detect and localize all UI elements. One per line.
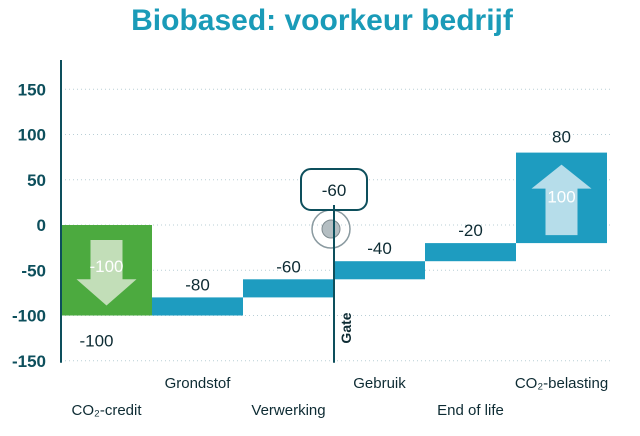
y-tick-label: -150 bbox=[12, 352, 46, 371]
bar bbox=[243, 279, 334, 298]
bar-value-label: -80 bbox=[185, 275, 210, 294]
bar bbox=[425, 243, 516, 262]
bars-layer bbox=[61, 152, 607, 316]
bar-value-label: -60 bbox=[276, 257, 301, 276]
bar bbox=[152, 297, 243, 316]
bar-value-label: -40 bbox=[367, 239, 392, 258]
bar-value-label: 80 bbox=[552, 128, 571, 147]
axis-layer: 150 100 50 0 -50 -100 -150 bbox=[12, 60, 335, 371]
gate-label: Gate bbox=[338, 312, 354, 343]
y-tick-label: -100 bbox=[12, 307, 46, 326]
category-label: Gebruik bbox=[353, 375, 406, 392]
gate-marker-dot bbox=[321, 219, 341, 239]
bar-value-label: -100 bbox=[79, 332, 113, 351]
chart-title: Biobased: voorkeur bedrijf bbox=[131, 4, 514, 37]
category-label: Grondstof bbox=[165, 375, 232, 392]
category-label: CO₂-belasting bbox=[515, 375, 608, 392]
y-tick-label: 0 bbox=[37, 216, 46, 235]
bar-inner-label: 100 bbox=[547, 187, 575, 206]
bar-inner-label: -100 bbox=[89, 257, 123, 276]
category-label: End of life bbox=[437, 402, 504, 419]
category-label: CO₂-credit bbox=[72, 402, 143, 419]
gate-callout-value: -60 bbox=[322, 181, 347, 200]
y-tick-label: 50 bbox=[27, 171, 46, 190]
bar-value-label: -20 bbox=[458, 221, 483, 240]
y-tick-label: 100 bbox=[18, 126, 46, 145]
bar bbox=[334, 261, 425, 280]
y-tick-label: -50 bbox=[21, 261, 46, 280]
labels-layer: -100 -100 CO₂-credit -80 Grondstof -60 Verwerk… bbox=[72, 128, 609, 419]
down-arrow-icon bbox=[76, 240, 137, 306]
category-label: Verwerking bbox=[251, 402, 325, 419]
up-arrow-icon bbox=[531, 164, 592, 236]
y-tick-label: 150 bbox=[18, 80, 46, 99]
